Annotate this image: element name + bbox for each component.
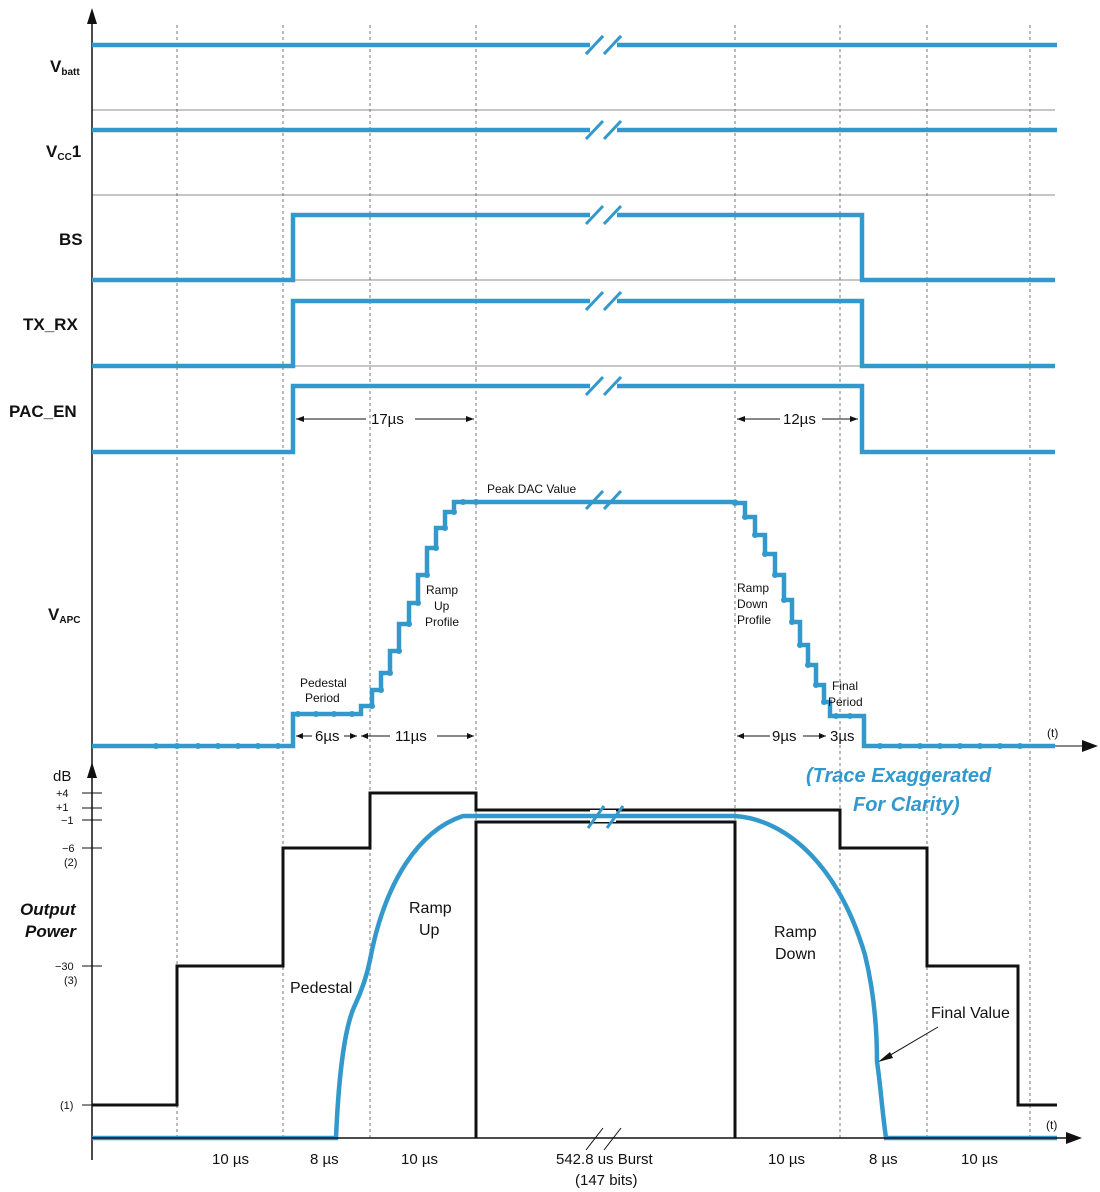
svg-text:10 µs: 10 µs	[961, 1151, 998, 1168]
svg-text:(t): (t)	[1046, 1118, 1057, 1132]
svg-text:(147 bits): (147 bits)	[575, 1172, 638, 1189]
label-9us: 9µs	[772, 728, 797, 745]
svg-text:10 µs: 10 µs	[212, 1151, 249, 1168]
time-gridlines	[176, 25, 1031, 1138]
label-3us: 3µs	[830, 728, 855, 745]
svg-text:Pedestal: Pedestal	[300, 676, 347, 690]
svg-text:Final Value: Final Value	[931, 1005, 1010, 1022]
svg-text:−6: −6	[62, 843, 75, 855]
signal-labels: Vbatt VCC1 BS TX_RX PAC_EN VAPC	[9, 57, 83, 626]
svg-text:−30: −30	[55, 961, 74, 973]
pac-en-trace	[92, 383, 1055, 455]
svg-text:Power: Power	[25, 922, 77, 941]
svg-text:(1): (1)	[60, 1100, 73, 1112]
signal-label-vbatt: Vbatt	[50, 57, 80, 78]
vapc-sample-dots	[153, 499, 1023, 749]
vertical-axis	[87, 8, 97, 1160]
bs-trace	[92, 212, 1055, 283]
svg-text:Output: Output	[20, 900, 77, 919]
svg-text:Ramp: Ramp	[737, 581, 769, 595]
svg-text:(3): (3)	[64, 975, 77, 987]
vapc-dimensions: 6µs 11µs 9µs 3µs	[296, 728, 855, 745]
trace-exaggerated-note-line1: (Trace Exaggerated	[806, 765, 992, 787]
svg-text:Ramp: Ramp	[774, 924, 817, 941]
svg-text:Up: Up	[419, 922, 440, 939]
power-trace	[92, 813, 1057, 1141]
svg-text:8 µs: 8 µs	[869, 1151, 898, 1168]
svg-text:Down: Down	[737, 597, 768, 611]
svg-text:Period: Period	[828, 695, 863, 709]
break-marks	[584, 34, 623, 511]
svg-text:Ramp: Ramp	[409, 900, 452, 917]
svg-text:Period: Period	[305, 691, 340, 705]
pac-en-dimension-12us: 12µs	[737, 411, 858, 428]
svg-text:(t): (t)	[1047, 726, 1058, 740]
svg-text:+1: +1	[56, 802, 69, 814]
svg-text:+4: +4	[56, 788, 69, 800]
tx-rx-trace	[92, 298, 1055, 369]
label-6us: 6µs	[315, 728, 340, 745]
svg-text:Ramp: Ramp	[426, 583, 458, 597]
label-12us: 12µs	[783, 411, 816, 428]
vapc-annotations: Peak DAC Value Ramp Up Profile Ramp Down…	[300, 482, 863, 709]
svg-text:(2): (2)	[64, 857, 77, 869]
svg-text:Pedestal: Pedestal	[290, 980, 352, 997]
svg-text:10 µs: 10 µs	[401, 1151, 438, 1168]
power-time-labels: 10 µs 8 µs 10 µs 542.8 us Burst (147 bit…	[212, 1151, 998, 1189]
signal-label-vcc1: VCC1	[46, 142, 81, 163]
power-annotations: Pedestal Ramp Up Ramp Down Final Value (…	[290, 765, 1010, 1062]
peak-dac-label: Peak DAC Value	[487, 482, 576, 496]
power-mask-upper	[92, 791, 1057, 1107]
svg-text:dB: dB	[53, 768, 71, 785]
signal-label-bs: BS	[59, 230, 83, 249]
trace-exaggerated-note-line2: For Clarity)	[853, 794, 960, 816]
svg-text:Profile: Profile	[425, 615, 459, 629]
row-separators	[92, 109, 1055, 367]
svg-text:Profile: Profile	[737, 613, 771, 627]
power-y-axis: dB +4 +1 −1 −6 (2) −30 (3) (1) Output Po…	[20, 762, 102, 1112]
svg-text:Up: Up	[434, 599, 450, 613]
label-11us: 11µs	[395, 728, 427, 745]
svg-text:542.8 us Burst: 542.8 us Burst	[556, 1151, 654, 1168]
power-time-axis: (t)	[92, 1118, 1082, 1151]
signal-label-pac-en: PAC_EN	[9, 402, 77, 421]
svg-text:8 µs: 8 µs	[310, 1151, 339, 1168]
power-mask-lower	[474, 805, 737, 1138]
svg-text:−1: −1	[61, 815, 74, 827]
svg-text:Down: Down	[775, 946, 816, 963]
svg-text:10 µs: 10 µs	[768, 1151, 805, 1168]
vapc-time-axis: (t)	[1047, 726, 1098, 752]
signal-label-tx-rx: TX_RX	[23, 315, 78, 334]
vapc-trace	[92, 499, 1055, 749]
svg-text:Final: Final	[832, 679, 858, 693]
label-17us: 17µs	[371, 411, 404, 428]
signal-label-vapc: VAPC	[48, 605, 80, 626]
pac-en-dimension-17us: 17µs	[296, 411, 474, 428]
